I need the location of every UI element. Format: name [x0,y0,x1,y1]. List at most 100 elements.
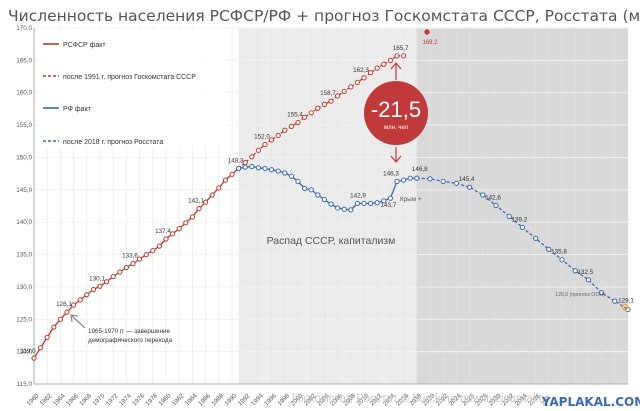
x-tick-label: 1976 [131,392,146,407]
series-3-point [506,213,512,219]
series-2-point [354,200,360,207]
data-label: 145,4 [459,176,475,183]
series-2-point [341,206,347,212]
series-0-point [209,192,215,198]
annotation-demographic-line-1: 1965-1970 гг — завершение [88,328,170,335]
data-label: 135,8 [551,249,567,256]
x-tick-label: 1966 [65,392,80,407]
legend-label-rsfsr: РСФСР факт [63,42,106,49]
un-forecast-marker [621,303,629,311]
y-tick-label: 170,0 [16,25,32,32]
series-0-point [150,248,156,254]
series-0-point [183,220,189,226]
x-tick-label: 1996 [263,392,278,407]
series-0-point [143,251,149,258]
series-0-point [90,286,97,293]
series-0-point [38,345,44,351]
x-tick-label: 1980 [158,392,173,407]
chart-title: Численность населения РСФСР/РФ + прогноз… [8,7,640,25]
series-2-point [374,200,380,206]
legend: РСФСР факт после 1991 г. прогноз Госкомс… [40,30,226,148]
legend-background [40,30,226,148]
data-label: 143,7 [381,202,397,209]
series-1-point [255,147,261,153]
series-0-point [71,302,77,308]
series-1-point [381,61,387,67]
series-0-point [176,226,182,232]
series-0-point [64,309,70,315]
data-label: 152,0 [254,134,270,141]
series-2-point [308,187,314,193]
series-1-point [354,79,360,85]
series-1-point [308,110,314,116]
series-2-point [242,164,248,170]
series-2-point [321,196,327,203]
series-0-point [104,279,110,285]
y-tick-label: 135,0 [16,252,32,259]
callout: -21,5 млн. чел [364,62,428,163]
y-tick-label: 155,0 [16,122,32,129]
series-2-point [262,165,268,172]
grid-lines [33,27,629,385]
annotation-demographic-text: 1965-1970 гг — завершение демографическо… [88,328,173,344]
annotation-demographic-line-2: демографического перехода [88,337,173,344]
series-0-point [44,334,50,340]
data-label: 158,7 [320,90,336,97]
x-tick-label: 1988 [210,392,225,407]
series-1-point [249,154,255,160]
series-1-point [302,114,308,120]
series-2-point [282,170,288,176]
series-3-point [546,246,552,252]
data-label: 130,1 [89,275,105,282]
callout-arrow-up-icon [390,62,402,70]
series-0-point [31,355,37,361]
series-3-point [599,290,605,296]
series-0-point [222,177,228,183]
series-2-point [249,163,255,170]
data-label: 133,6 [122,253,138,260]
series-2-point [288,173,294,179]
data-label: 142,1 [188,198,204,205]
series-2-point [368,200,374,207]
callout-arrow-down-icon [390,155,402,163]
series-2-point [348,207,354,213]
y-tick-label: 120,0 [16,349,32,356]
series-0-point [84,292,90,298]
data-label: 146,3 [383,170,399,177]
x-tick-label: 1962 [39,392,54,407]
y-tick-label: 130,0 [16,284,32,291]
series-0-point [77,297,83,303]
series-3-point [414,175,420,181]
annotation-demographic: 1965-1970 гг — завершение демографическо… [70,314,173,344]
series-1-point [348,84,354,90]
series-0-point [130,261,136,267]
series-3-point [533,235,539,241]
y-tick-label: 140,0 [16,219,32,226]
series-2-point [387,195,393,201]
yaplakal-logo: YAPLAKAL.COM [541,392,640,411]
series-1-point [368,70,374,76]
y-tick-label: 145,0 [16,187,32,194]
series-2-point [361,200,367,207]
series-0-point [203,199,209,205]
series-3-point [612,298,618,304]
y-tick-label: 150,0 [16,154,32,161]
x-tick-label: 1972 [105,392,120,407]
annotation-arrow-icon [70,314,79,323]
y-tick-label: 160,0 [16,90,32,97]
data-label: 148,3 [228,157,244,164]
series-2-point [381,198,387,204]
x-tick-label: 1990 [224,392,239,407]
x-tick-label: 1994 [250,392,265,407]
data-label: 146,8 [412,166,428,173]
series-1-point [374,65,380,71]
series-1-point [341,88,347,95]
x-tick-label: 1992 [237,392,252,407]
data-label: 129,1 [618,298,634,305]
series-1-point [328,98,334,104]
annotation-un-forecast: 126,0 (прогноз ООН) [555,292,605,298]
series-layer [31,53,631,361]
x-tick-label: 1974 [118,392,133,407]
series-0-point [51,324,57,330]
data-label: 139,2 [512,216,528,223]
